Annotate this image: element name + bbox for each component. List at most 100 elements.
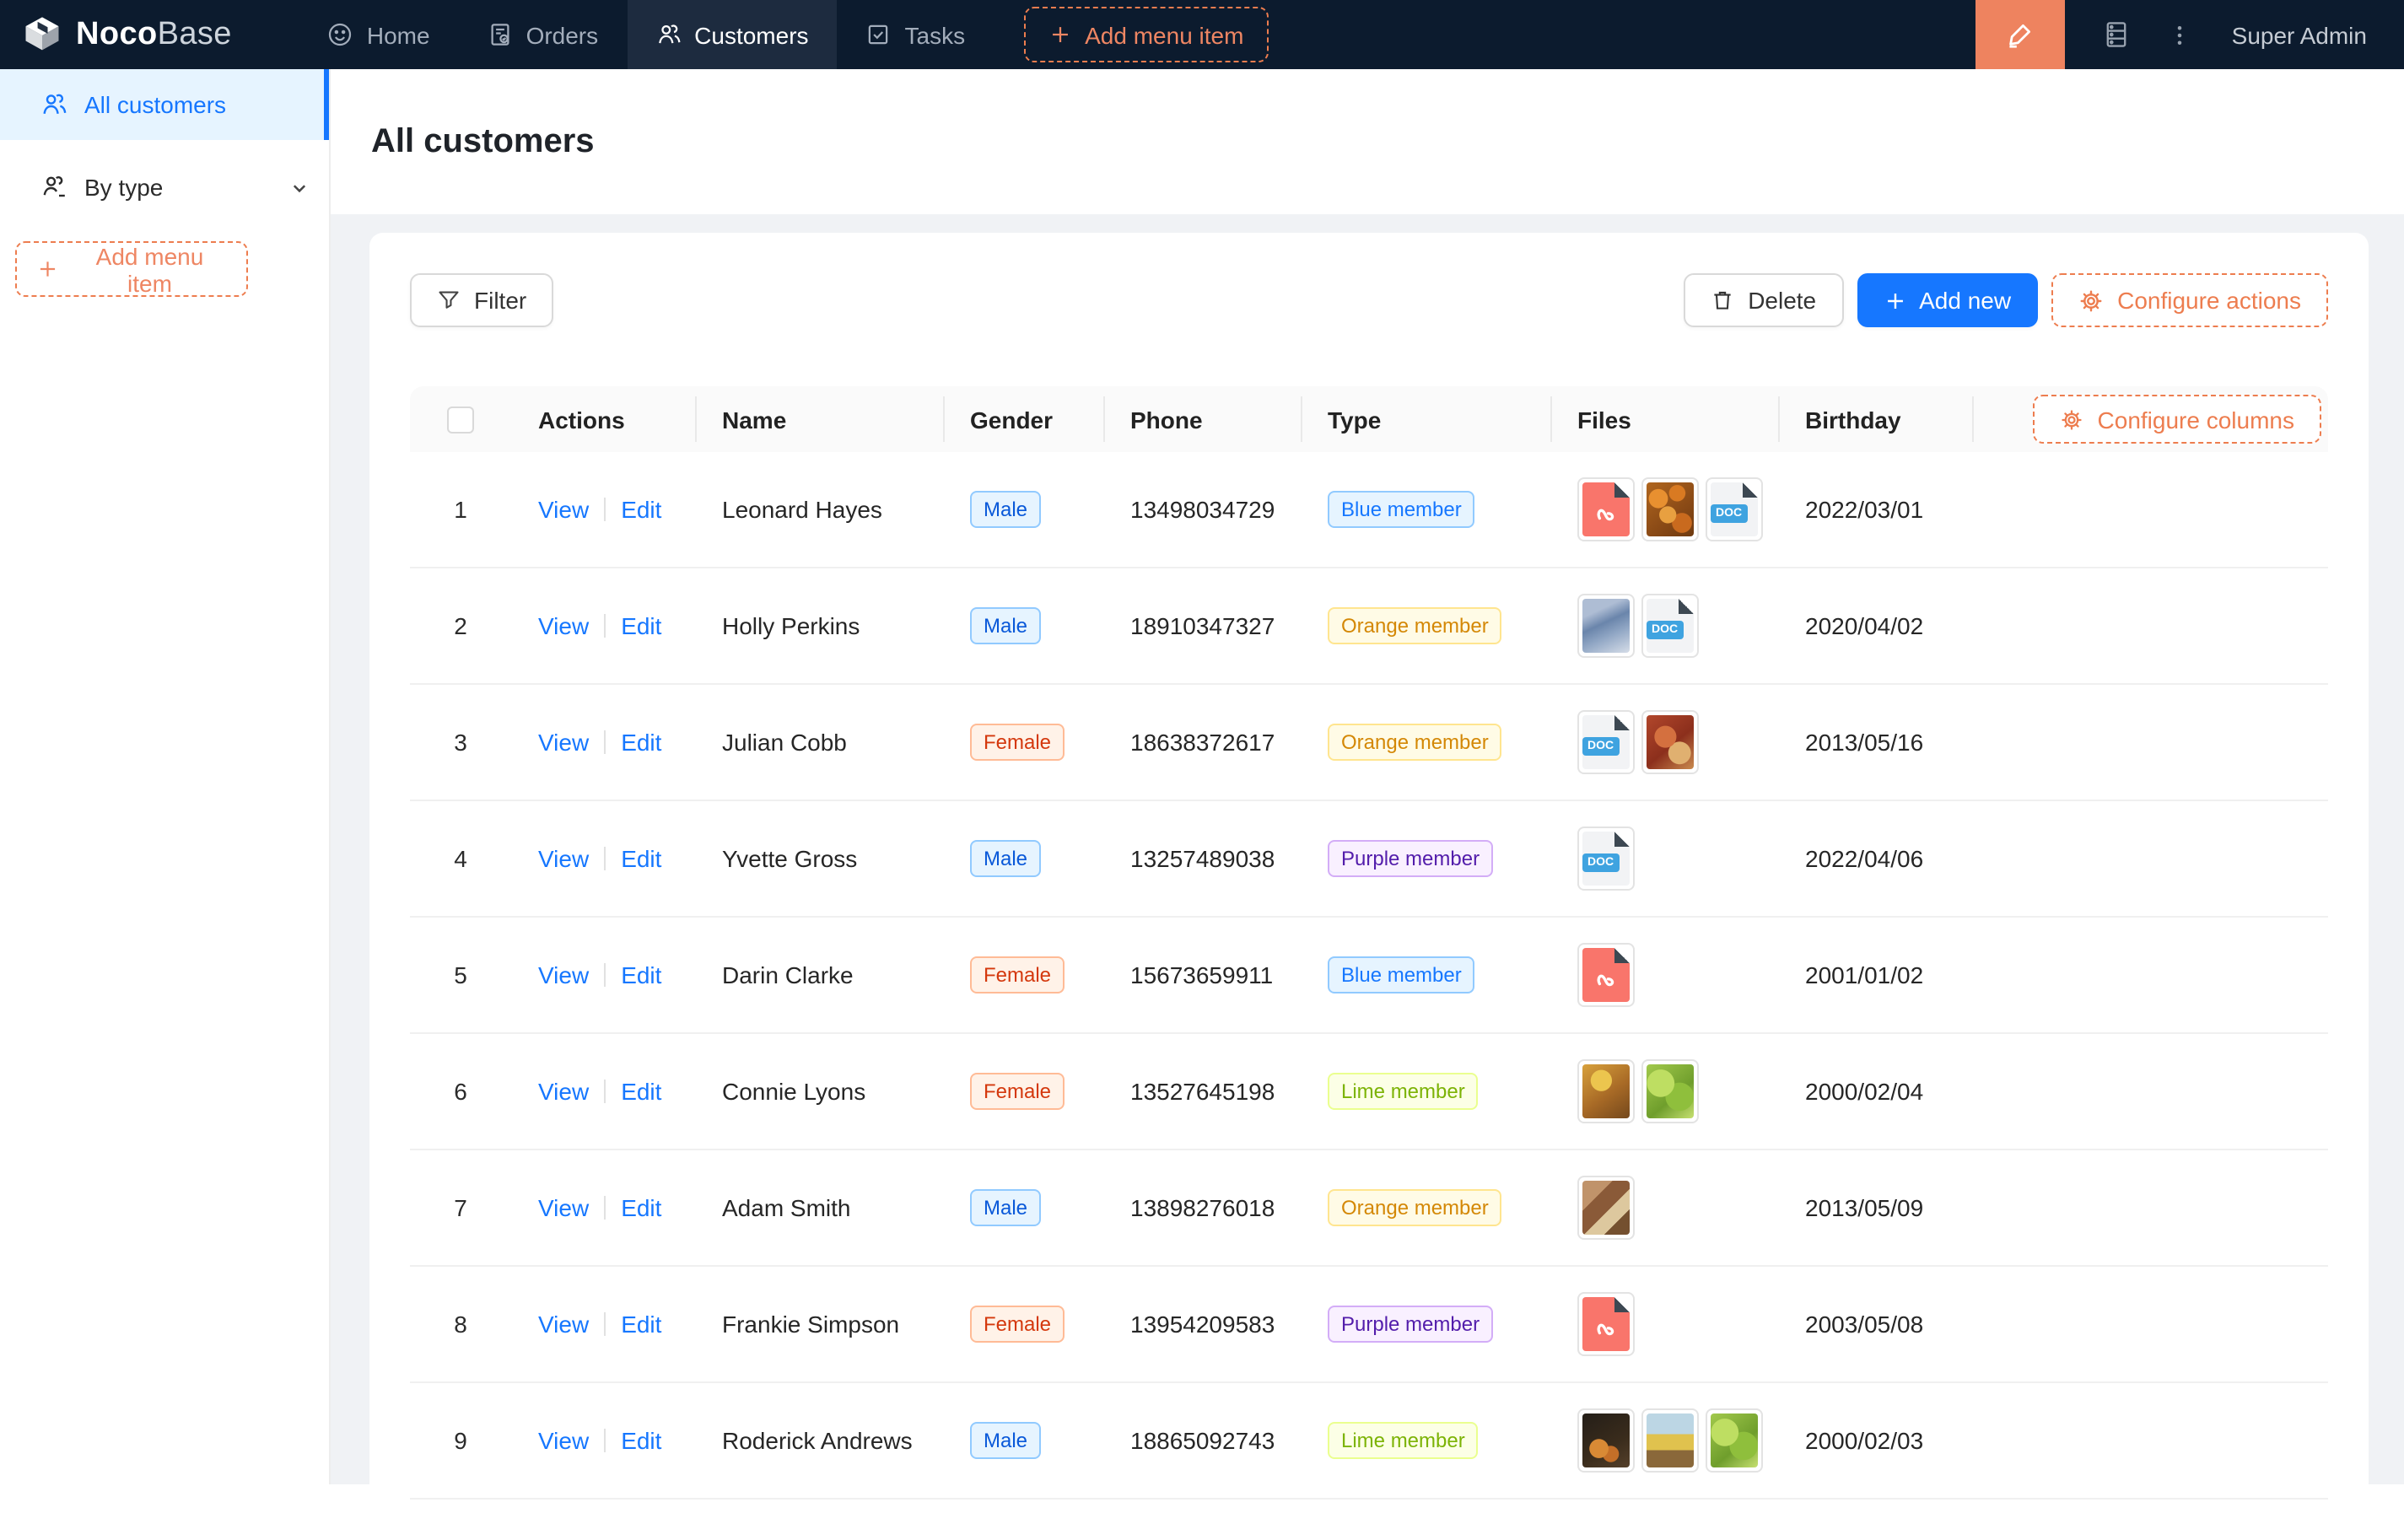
column-header-name[interactable]: Name [695,386,943,452]
pdf-page [1582,948,1630,1002]
gender-badge: Male [970,1422,1042,1459]
column-header-birthday[interactable]: Birthday [1778,386,1972,452]
add-new-button[interactable]: Add new [1857,273,2039,327]
table-row: 7 View Edit Adam Smith Male 13898276018 … [410,1150,2328,1267]
column-header-actions[interactable]: Actions [538,406,625,433]
delete-button[interactable]: Delete [1684,273,1844,327]
image-thumbnail[interactable] [1706,1408,1763,1473]
doc-file-icon[interactable]: DOC [1577,827,1635,891]
filter-button-label: Filter [474,287,527,314]
thumbnail-image [1647,1413,1694,1467]
row-index: 7 [454,1194,467,1221]
sidebar-add-menu-item-button[interactable]: Add menu item [15,241,248,297]
edit-link[interactable]: Edit [621,1078,662,1105]
view-link[interactable]: View [538,1194,590,1221]
nav-add-menu-item-button[interactable]: Add menu item [1024,7,1269,62]
configure-actions-button[interactable]: Configure actions [2051,273,2328,327]
view-link[interactable]: View [538,612,590,639]
customer-birthday: 2013/05/09 [1805,1194,1924,1221]
image-thumbnail[interactable] [1641,477,1699,541]
usergroup-icon [43,176,65,197]
pdf-file-icon[interactable] [1577,477,1635,541]
row-index: 1 [454,496,467,523]
nocobase-logo[interactable]: NocoBase [0,0,256,69]
gender-badge: Male [970,607,1042,644]
nav-item-label: Orders [526,21,599,48]
doc-file-icon[interactable]: DOC [1706,477,1763,541]
sidebar-item-by-type[interactable]: By type [0,152,329,223]
nav-item-customers[interactable]: Customers [627,0,838,69]
sidebar-add-menu-item-label: Add menu item [95,242,204,296]
image-thumbnail[interactable] [1577,1059,1635,1123]
edit-link[interactable]: Edit [621,1311,662,1338]
customer-birthday: 2000/02/04 [1805,1078,1924,1105]
table-header: Actions Name Gender Phone Type Files Bir… [410,386,2328,452]
customer-phone: 18865092743 [1130,1427,1275,1454]
link-divider [604,963,606,987]
ui-editor-button[interactable] [1975,0,2065,69]
column-header-files[interactable]: Files [1550,386,1778,452]
doc-file-icon[interactable]: DOC [1577,710,1635,774]
view-link[interactable]: View [538,1311,590,1338]
customer-phone: 13898276018 [1130,1194,1275,1221]
edit-link[interactable]: Edit [621,612,662,639]
doc-file-icon[interactable]: DOC [1641,594,1699,658]
configure-columns-button[interactable]: Configure columns [2033,395,2321,444]
table-row: 9 View Edit Roderick Andrews Male 188650… [410,1383,2328,1500]
edit-link[interactable]: Edit [621,845,662,872]
doc-page: DOC [1711,482,1758,536]
edit-link[interactable]: Edit [621,1427,662,1454]
filter-button[interactable]: Filter [410,273,554,327]
image-thumbnail[interactable] [1641,1059,1699,1123]
view-link[interactable]: View [538,961,590,988]
customer-name: Adam Smith [722,1194,851,1221]
column-header-phone[interactable]: Phone [1103,386,1301,452]
sidebar-item-all-customers[interactable]: All customers [0,69,329,140]
pdf-file-icon[interactable] [1577,943,1635,1007]
more-menu-button[interactable] [2168,21,2191,48]
doc-label: DOC [1647,621,1684,639]
configure-actions-label: Configure actions [2117,287,2301,314]
customer-name: Yvette Gross [722,845,858,872]
nav-item-orders[interactable]: Orders [459,0,628,69]
view-link[interactable]: View [538,845,590,872]
nav-item-label: Tasks [904,21,966,48]
edit-link[interactable]: Edit [621,961,662,988]
files-cell [1550,1034,1778,1149]
member-type-badge: Blue member [1328,491,1475,528]
link-divider [604,1080,606,1103]
customer-phone: 13527645198 [1130,1078,1275,1105]
image-thumbnail[interactable] [1577,1176,1635,1240]
page-fold [1614,715,1630,730]
layout: All customers By type Add menu item All … [0,69,2404,1540]
member-type-badge: Orange member [1328,1189,1502,1226]
user-menu[interactable]: Super Admin [2231,21,2367,48]
customers-table: Actions Name Gender Phone Type Files Bir… [410,386,2328,1500]
trash-icon [1714,291,1731,310]
image-thumbnail[interactable] [1577,594,1635,658]
customer-birthday: 2000/02/03 [1805,1427,1924,1454]
view-link[interactable]: View [538,1078,590,1105]
image-thumbnail[interactable] [1641,710,1699,774]
nav-item-tasks[interactable]: Tasks [838,0,994,69]
column-header-gender[interactable]: Gender [943,386,1103,452]
doc-page: DOC [1647,599,1694,653]
select-all-checkbox[interactable] [447,406,474,433]
image-thumbnail[interactable] [1577,1408,1635,1473]
view-link[interactable]: View [538,729,590,756]
edit-link[interactable]: Edit [621,729,662,756]
image-thumbnail[interactable] [1641,1408,1699,1473]
edit-link[interactable]: Edit [621,1194,662,1221]
files-cell [1550,1383,1778,1498]
view-link[interactable]: View [538,1427,590,1454]
tasks-icon [869,24,888,45]
view-link[interactable]: View [538,496,590,523]
nav-item-home[interactable]: Home [299,0,459,69]
top-navbar: NocoBase Home Orders Customers [0,0,2404,69]
column-header-type[interactable]: Type [1301,386,1550,452]
edit-link[interactable]: Edit [621,496,662,523]
pdf-file-icon[interactable] [1577,1292,1635,1356]
plugin-manager-button[interactable] [2102,20,2131,49]
thumbnail-image [1711,1413,1758,1467]
